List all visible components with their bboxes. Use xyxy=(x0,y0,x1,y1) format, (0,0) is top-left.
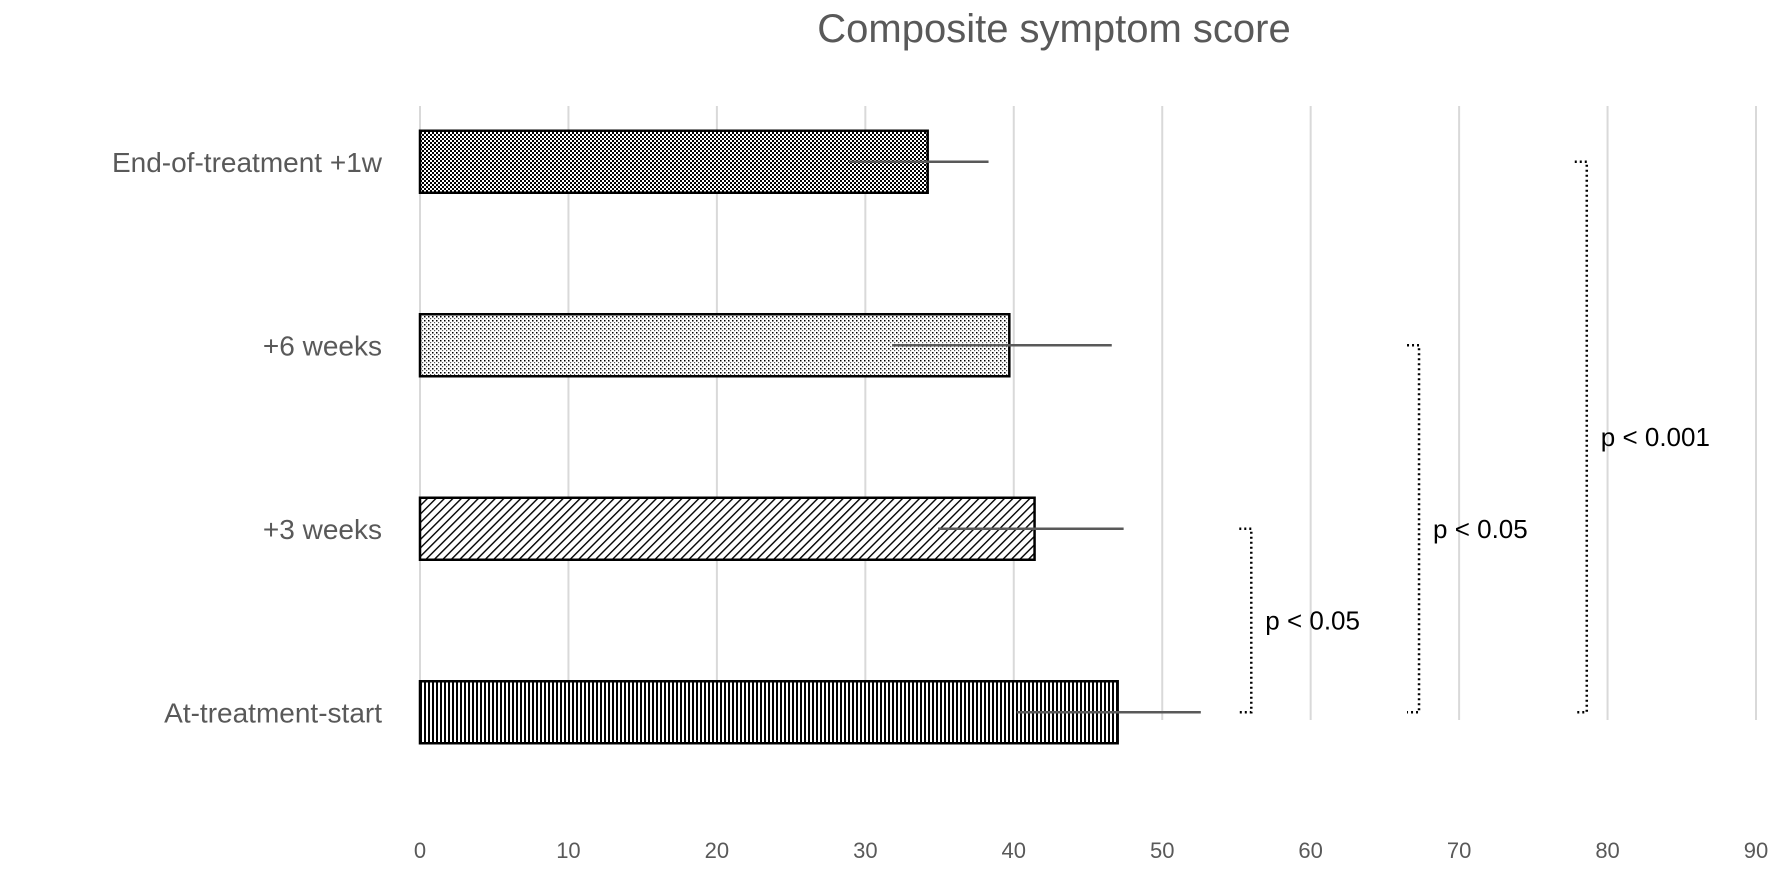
x-axis-tick-labels: 0 10 20 30 40 50 60 70 80 90 xyxy=(414,838,1768,863)
significance-bracket-1 xyxy=(1239,527,1253,714)
chart-title: Composite symptom score xyxy=(817,7,1290,51)
x-tick-label-60: 60 xyxy=(1298,838,1322,863)
significance-bracket-2 xyxy=(1407,344,1421,714)
x-tick-label-30: 30 xyxy=(853,838,877,863)
category-label-6-weeks: +6 weeks xyxy=(263,330,382,361)
significance-brackets: p < 0.05 p < 0.05 p < 0.001 xyxy=(1239,160,1710,714)
error-bars xyxy=(849,160,1201,714)
category-label-end-of-treatment-1w: End-of-treatment +1w xyxy=(112,147,383,178)
x-tick-label-90: 90 xyxy=(1744,838,1768,863)
x-tick-label-50: 50 xyxy=(1150,838,1174,863)
bar-3-weeks xyxy=(418,496,1036,561)
x-tick-label-40: 40 xyxy=(1002,838,1026,863)
significance-label-2: p < 0.05 xyxy=(1433,514,1528,544)
bar-at-treatment-start xyxy=(418,680,1119,745)
significance-label-1: p < 0.05 xyxy=(1265,606,1360,636)
x-tick-label-10: 10 xyxy=(556,838,580,863)
significance-bracket-3 xyxy=(1574,160,1589,714)
x-tick-label-20: 20 xyxy=(705,838,729,863)
x-tick-label-80: 80 xyxy=(1595,838,1619,863)
x-tick-label-70: 70 xyxy=(1447,838,1471,863)
category-labels: At-treatment-start +3 weeks +6 weeks End-of… xyxy=(112,147,383,729)
bars xyxy=(418,129,1119,745)
category-label-at-treatment-start: At-treatment-start xyxy=(164,697,382,728)
gridlines xyxy=(419,106,1757,720)
x-tick-label-0: 0 xyxy=(414,838,426,863)
bar-end-of-treatment-1w xyxy=(418,129,929,194)
category-label-3-weeks: +3 weeks xyxy=(263,514,382,545)
significance-label-3: p < 0.001 xyxy=(1601,422,1710,452)
